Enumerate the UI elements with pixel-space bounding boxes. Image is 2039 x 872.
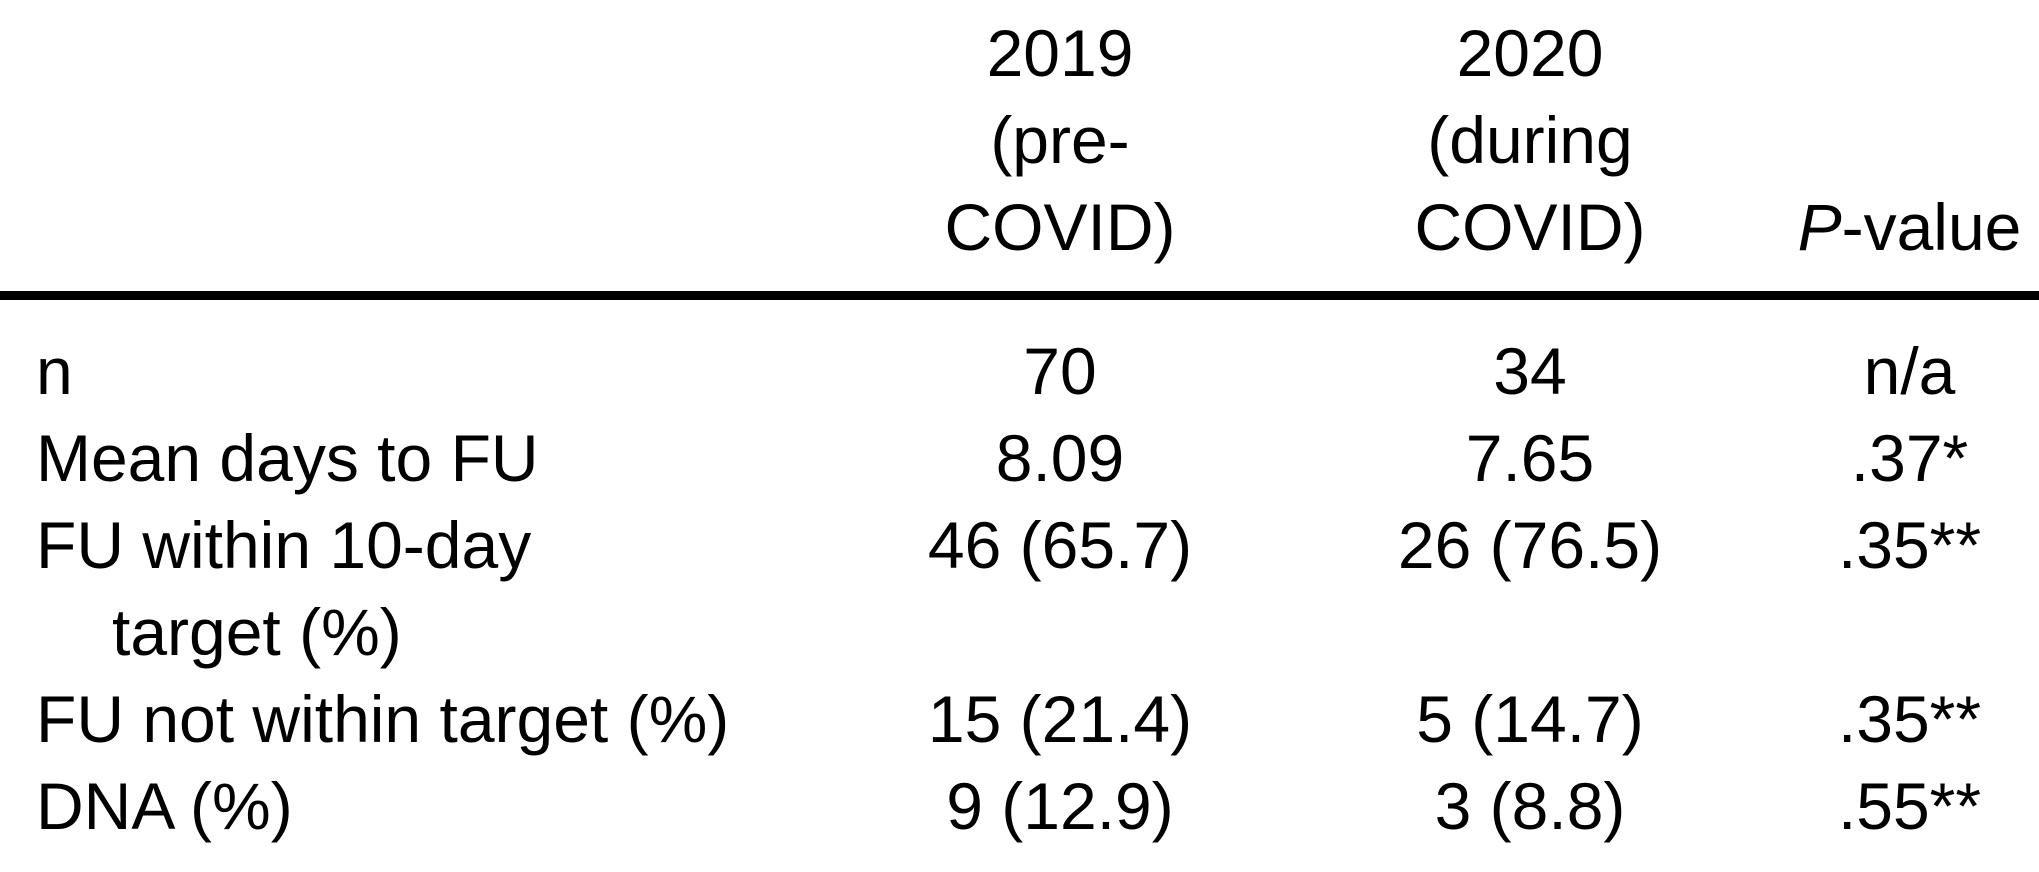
- p-value-italic-p: P: [1797, 190, 1842, 264]
- row-label-line1: n: [36, 334, 73, 408]
- row-label-line1: DNA (%): [36, 769, 293, 843]
- row-label-line1: Mean days to FU: [36, 421, 539, 495]
- row-label-line1: FU within 10-day: [36, 508, 532, 582]
- header-p-value: P-value: [1780, 0, 2039, 300]
- cell-p-value: .37*: [1850, 421, 1969, 495]
- header-2019-line2: (pre-: [990, 103, 1130, 177]
- cell-2019: 70: [1023, 334, 1097, 408]
- header-2019-pre-covid: 2019 (pre- COVID): [840, 0, 1280, 300]
- cell-2019: 8.09: [995, 421, 1125, 495]
- cell-2020: 3 (8.8): [1434, 769, 1626, 843]
- cell-2020: 7.65: [1465, 421, 1595, 495]
- row-label: FU not within target (%): [0, 676, 840, 763]
- row-label-line1: FU not within target (%): [36, 682, 730, 756]
- cell-2020: 5 (14.7): [1416, 682, 1644, 756]
- cell-2020: 34: [1493, 334, 1567, 408]
- header-2020-line2: (during: [1427, 103, 1633, 177]
- cell-2020: 26 (76.5): [1397, 508, 1663, 582]
- table-row-mean-days: Mean days to FU 8.09 7.65 .37*: [0, 415, 2039, 502]
- p-value-suffix: -value: [1841, 190, 2022, 264]
- row-label: DNA (%): [0, 763, 840, 850]
- cell-2019: 46 (65.7): [927, 508, 1193, 582]
- table-row-dna: DNA (%) 9 (12.9) 3 (8.8) .55**: [0, 763, 2039, 850]
- row-label-line2: target (%): [112, 595, 402, 669]
- cell-p-value: .35**: [1837, 508, 1982, 582]
- table-row-fu-not-within-target: FU not within target (%) 15 (21.4) 5 (14…: [0, 676, 2039, 763]
- row-label: Mean days to FU: [0, 415, 840, 502]
- header-row: 2019 (pre- COVID) 2020 (during COVID) P-…: [0, 0, 2039, 300]
- header-2020-line3: COVID): [1414, 190, 1646, 264]
- row-label: n: [0, 296, 840, 416]
- cell-2019: 15 (21.4): [927, 682, 1193, 756]
- header-empty-cell: [0, 0, 840, 300]
- header-2020-line1: 2020: [1456, 16, 1604, 90]
- cell-2019: 9 (12.9): [946, 769, 1174, 843]
- header-2019-line3: COVID): [944, 190, 1176, 264]
- row-label: FU within 10-day target (%): [0, 502, 840, 676]
- cell-p-value: .35**: [1837, 682, 1982, 756]
- table-row-fu-within-target: FU within 10-day target (%) 46 (65.7) 26…: [0, 502, 2039, 676]
- header-2020-during-covid: 2020 (during COVID): [1280, 0, 1780, 300]
- table-row-n: n 70 34 n/a: [0, 296, 2039, 416]
- followup-comparison-table: 2019 (pre- COVID) 2020 (during COVID) P-…: [0, 0, 2039, 850]
- cell-p-value: .55**: [1837, 769, 1982, 843]
- header-2019-line1: 2019: [986, 16, 1134, 90]
- cell-p-value: n/a: [1863, 334, 1956, 408]
